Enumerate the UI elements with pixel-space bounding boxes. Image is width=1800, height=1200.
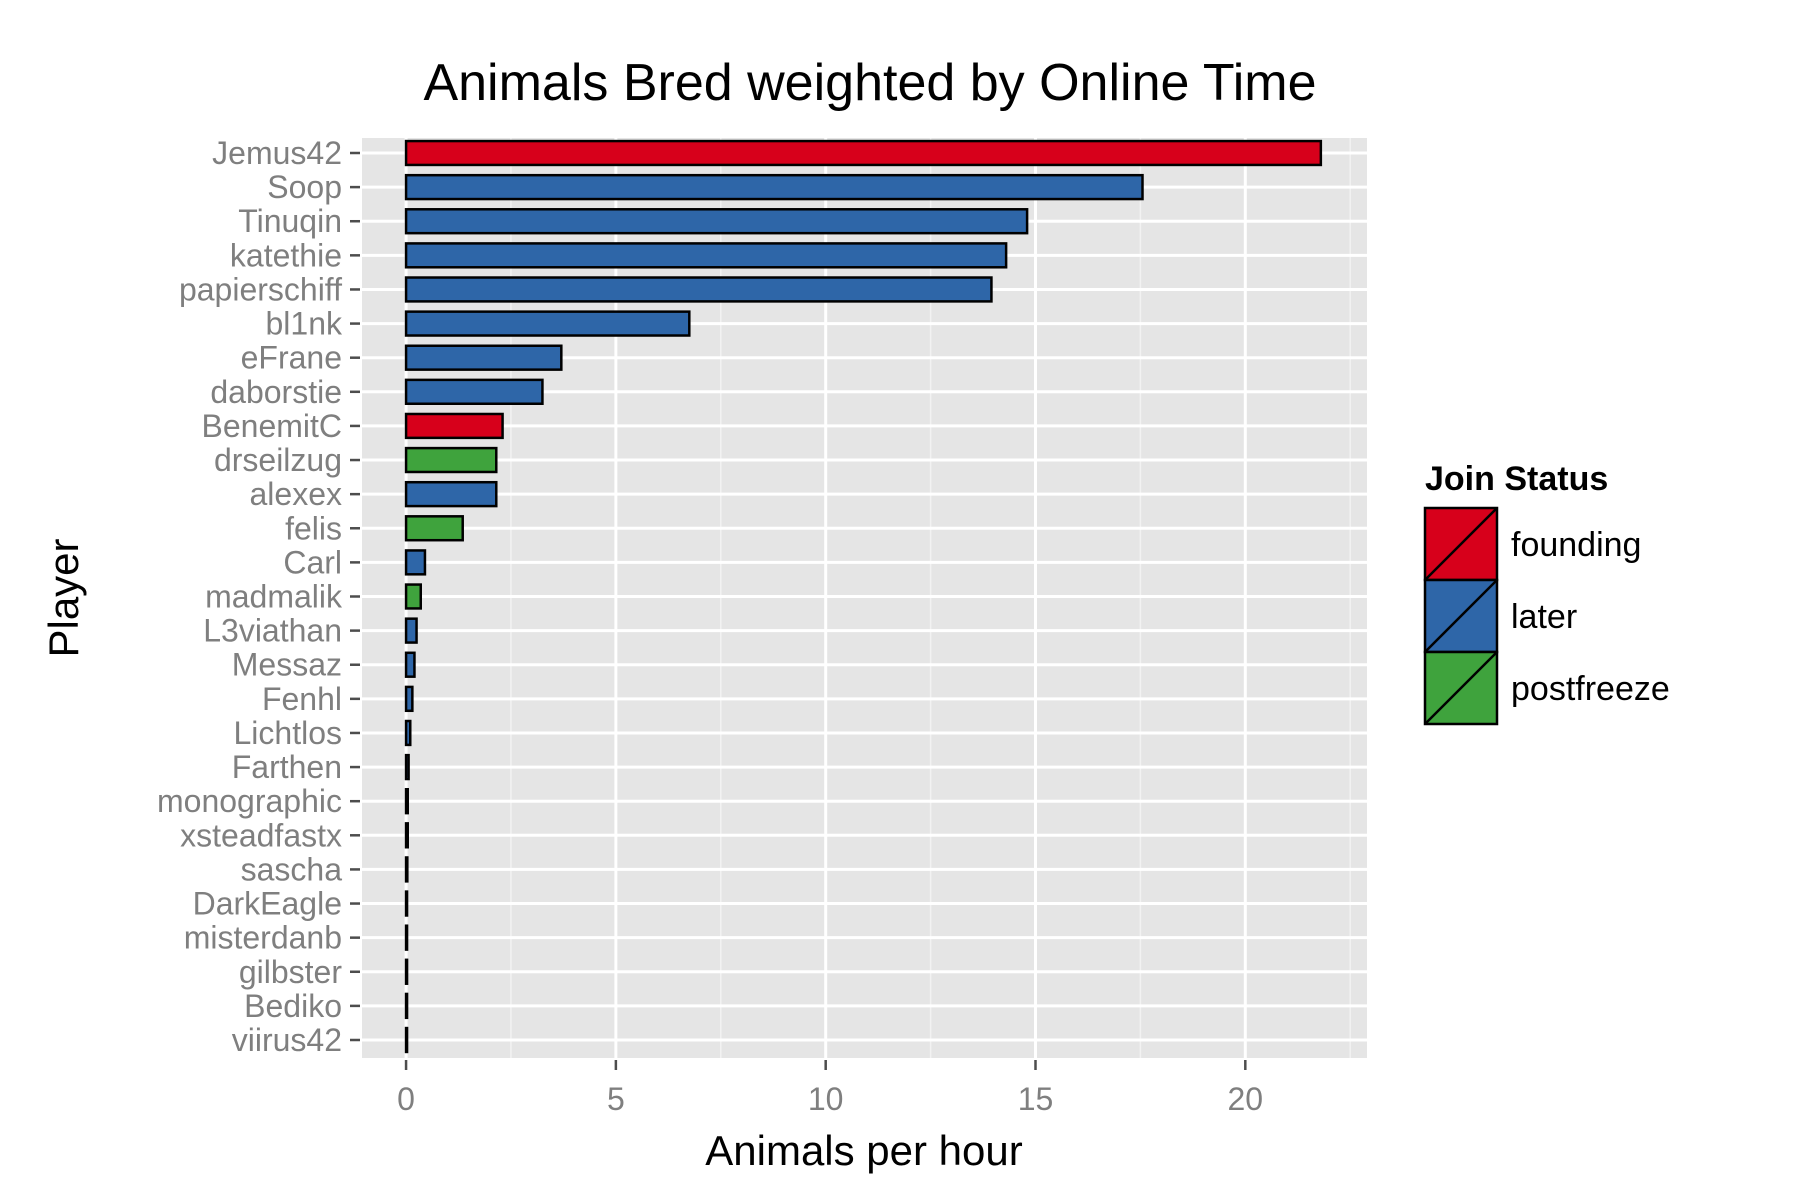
bar-felis	[404, 515, 464, 542]
y-tick-label: bl1nk	[266, 306, 344, 342]
bar-Soop	[404, 173, 1144, 201]
y-tick-label: daborstie	[210, 374, 342, 410]
bar-L3viathan	[404, 617, 418, 644]
y-tick-label: Farthen	[232, 749, 342, 785]
bar-Fenhl	[404, 685, 414, 713]
x-axis-ticks: 0 5 10 15 20	[397, 1060, 1263, 1117]
bars	[404, 139, 1323, 1054]
y-tick-label: drseilzug	[214, 442, 342, 478]
x-tick-label: 0	[397, 1081, 415, 1117]
y-tick-label: alexex	[250, 476, 343, 512]
y-tick-label: eFrane	[241, 340, 342, 376]
bar-drseilzug	[404, 446, 498, 474]
bar-viirus42	[404, 1026, 409, 1054]
bar-daborstie	[404, 378, 544, 405]
legend-label-later: later	[1511, 598, 1577, 636]
y-tick-label: madmalik	[205, 579, 343, 615]
bar-xsteadfastx	[404, 822, 409, 849]
x-tick-label: 20	[1228, 1081, 1264, 1117]
y-tick-label: Carl	[283, 544, 342, 580]
legend-label-postfreeze: postfreeze	[1511, 670, 1670, 708]
legend-title: Join Status	[1425, 460, 1608, 498]
y-tick-label: katethie	[230, 237, 342, 273]
bar-katethie	[404, 242, 1008, 269]
bar-gilbster	[404, 958, 409, 985]
x-axis-title: Animals per hour	[705, 1127, 1022, 1174]
legend: Join Status founding later postfreeze	[1423, 460, 1670, 726]
bar-eFrane	[404, 344, 563, 371]
y-axis-ticks: Jemus42SoopTinuqinkatethiepapierschiffbl…	[157, 135, 360, 1058]
y-tick-label: DarkEagle	[193, 886, 342, 922]
bar-Lichtlos	[404, 719, 412, 747]
y-tick-label: misterdanb	[184, 920, 342, 956]
y-tick-label: sascha	[241, 851, 343, 887]
y-tick-label: papierschiff	[179, 271, 342, 307]
legend-key-diagonal	[1424, 507, 1498, 581]
x-tick-label: 5	[607, 1081, 625, 1117]
bar-madmalik	[404, 583, 422, 610]
y-tick-label: BenemitC	[202, 408, 343, 444]
bar-papierschiff	[404, 276, 993, 303]
y-tick-label: xsteadfastx	[180, 817, 342, 853]
y-tick-label: Bediko	[244, 988, 342, 1024]
bar-Farthen	[404, 753, 410, 781]
bar-alexex	[404, 480, 498, 508]
legend-label-founding: founding	[1511, 526, 1641, 564]
bar-Jemus42	[404, 139, 1323, 167]
y-tick-label: Jemus42	[212, 135, 342, 171]
y-tick-label: Soop	[267, 169, 342, 205]
bar-Messaz	[404, 651, 416, 678]
y-tick-label: L3viathan	[203, 613, 342, 649]
bar-misterdanb	[404, 924, 409, 951]
y-tick-label: Messaz	[232, 647, 342, 683]
y-tick-label: Tinuqin	[238, 203, 342, 239]
y-axis-title: Player	[40, 538, 87, 657]
bar-Bediko	[404, 992, 409, 1020]
bar-BenemitC	[404, 412, 504, 440]
bar-DarkEagle	[404, 890, 409, 917]
y-tick-label: monographic	[157, 783, 342, 819]
y-tick-label: Lichtlos	[234, 715, 343, 751]
bar-Tinuqin	[404, 208, 1029, 235]
y-tick-label: viirus42	[232, 1022, 342, 1058]
bar-sascha	[404, 856, 409, 883]
bar-Carl	[404, 549, 427, 576]
bar-monographic	[404, 788, 409, 815]
chart-title: Animals Bred weighted by Online Time	[423, 54, 1316, 112]
bar-bl1nk	[404, 310, 691, 337]
legend-items: founding later postfreeze	[1423, 506, 1670, 726]
y-tick-label: felis	[285, 510, 342, 546]
y-tick-label: Fenhl	[262, 681, 342, 717]
legend-key-diagonal	[1424, 651, 1498, 725]
x-tick-label: 10	[808, 1081, 844, 1117]
legend-key-diagonal	[1424, 579, 1498, 653]
y-tick-label: gilbster	[239, 954, 343, 990]
x-tick-label: 15	[1018, 1081, 1054, 1117]
